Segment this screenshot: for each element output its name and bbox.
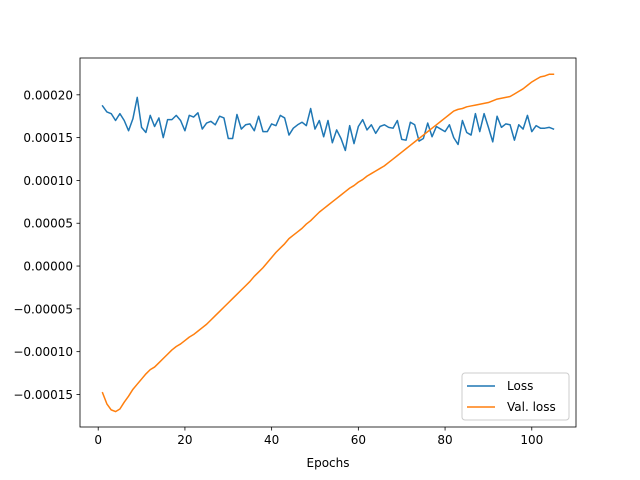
x-tick-label: 0 — [94, 433, 102, 447]
x-tick-label: 100 — [520, 433, 543, 447]
legend-box — [461, 372, 570, 421]
y-tick-label: 0.00020 — [23, 88, 73, 102]
y-tick-label: −0.00015 — [13, 388, 73, 402]
y-tick-label: −0.00010 — [13, 345, 73, 359]
y-tick-label: 0.00015 — [23, 131, 73, 145]
y-tick-label: −0.00005 — [13, 302, 73, 316]
x-axis-title: Epochs — [307, 456, 350, 470]
x-tick-label: 80 — [437, 433, 452, 447]
x-tick-label: 40 — [264, 433, 279, 447]
y-tick-label: 0.00000 — [23, 260, 73, 274]
y-tick-label: 0.00010 — [23, 174, 73, 188]
legend-label-loss: Loss — [507, 379, 533, 393]
x-axis: 0 20 40 60 80 100 — [94, 427, 543, 447]
y-tick-label: 0.00005 — [23, 217, 73, 231]
legend: Loss Val. loss — [461, 372, 570, 421]
plot-lines — [101, 73, 555, 413]
plot-frame — [79, 57, 577, 428]
x-tick-label: 60 — [351, 433, 366, 447]
y-axis: −0.00015 −0.00010 −0.00005 0.00000 0.00005 0.… — [13, 88, 80, 402]
series-line-loss — [101, 96, 555, 152]
x-tick-label: 20 — [177, 433, 192, 447]
series-line-val-loss — [101, 73, 555, 413]
legend-label-val-loss: Val. loss — [507, 400, 556, 414]
